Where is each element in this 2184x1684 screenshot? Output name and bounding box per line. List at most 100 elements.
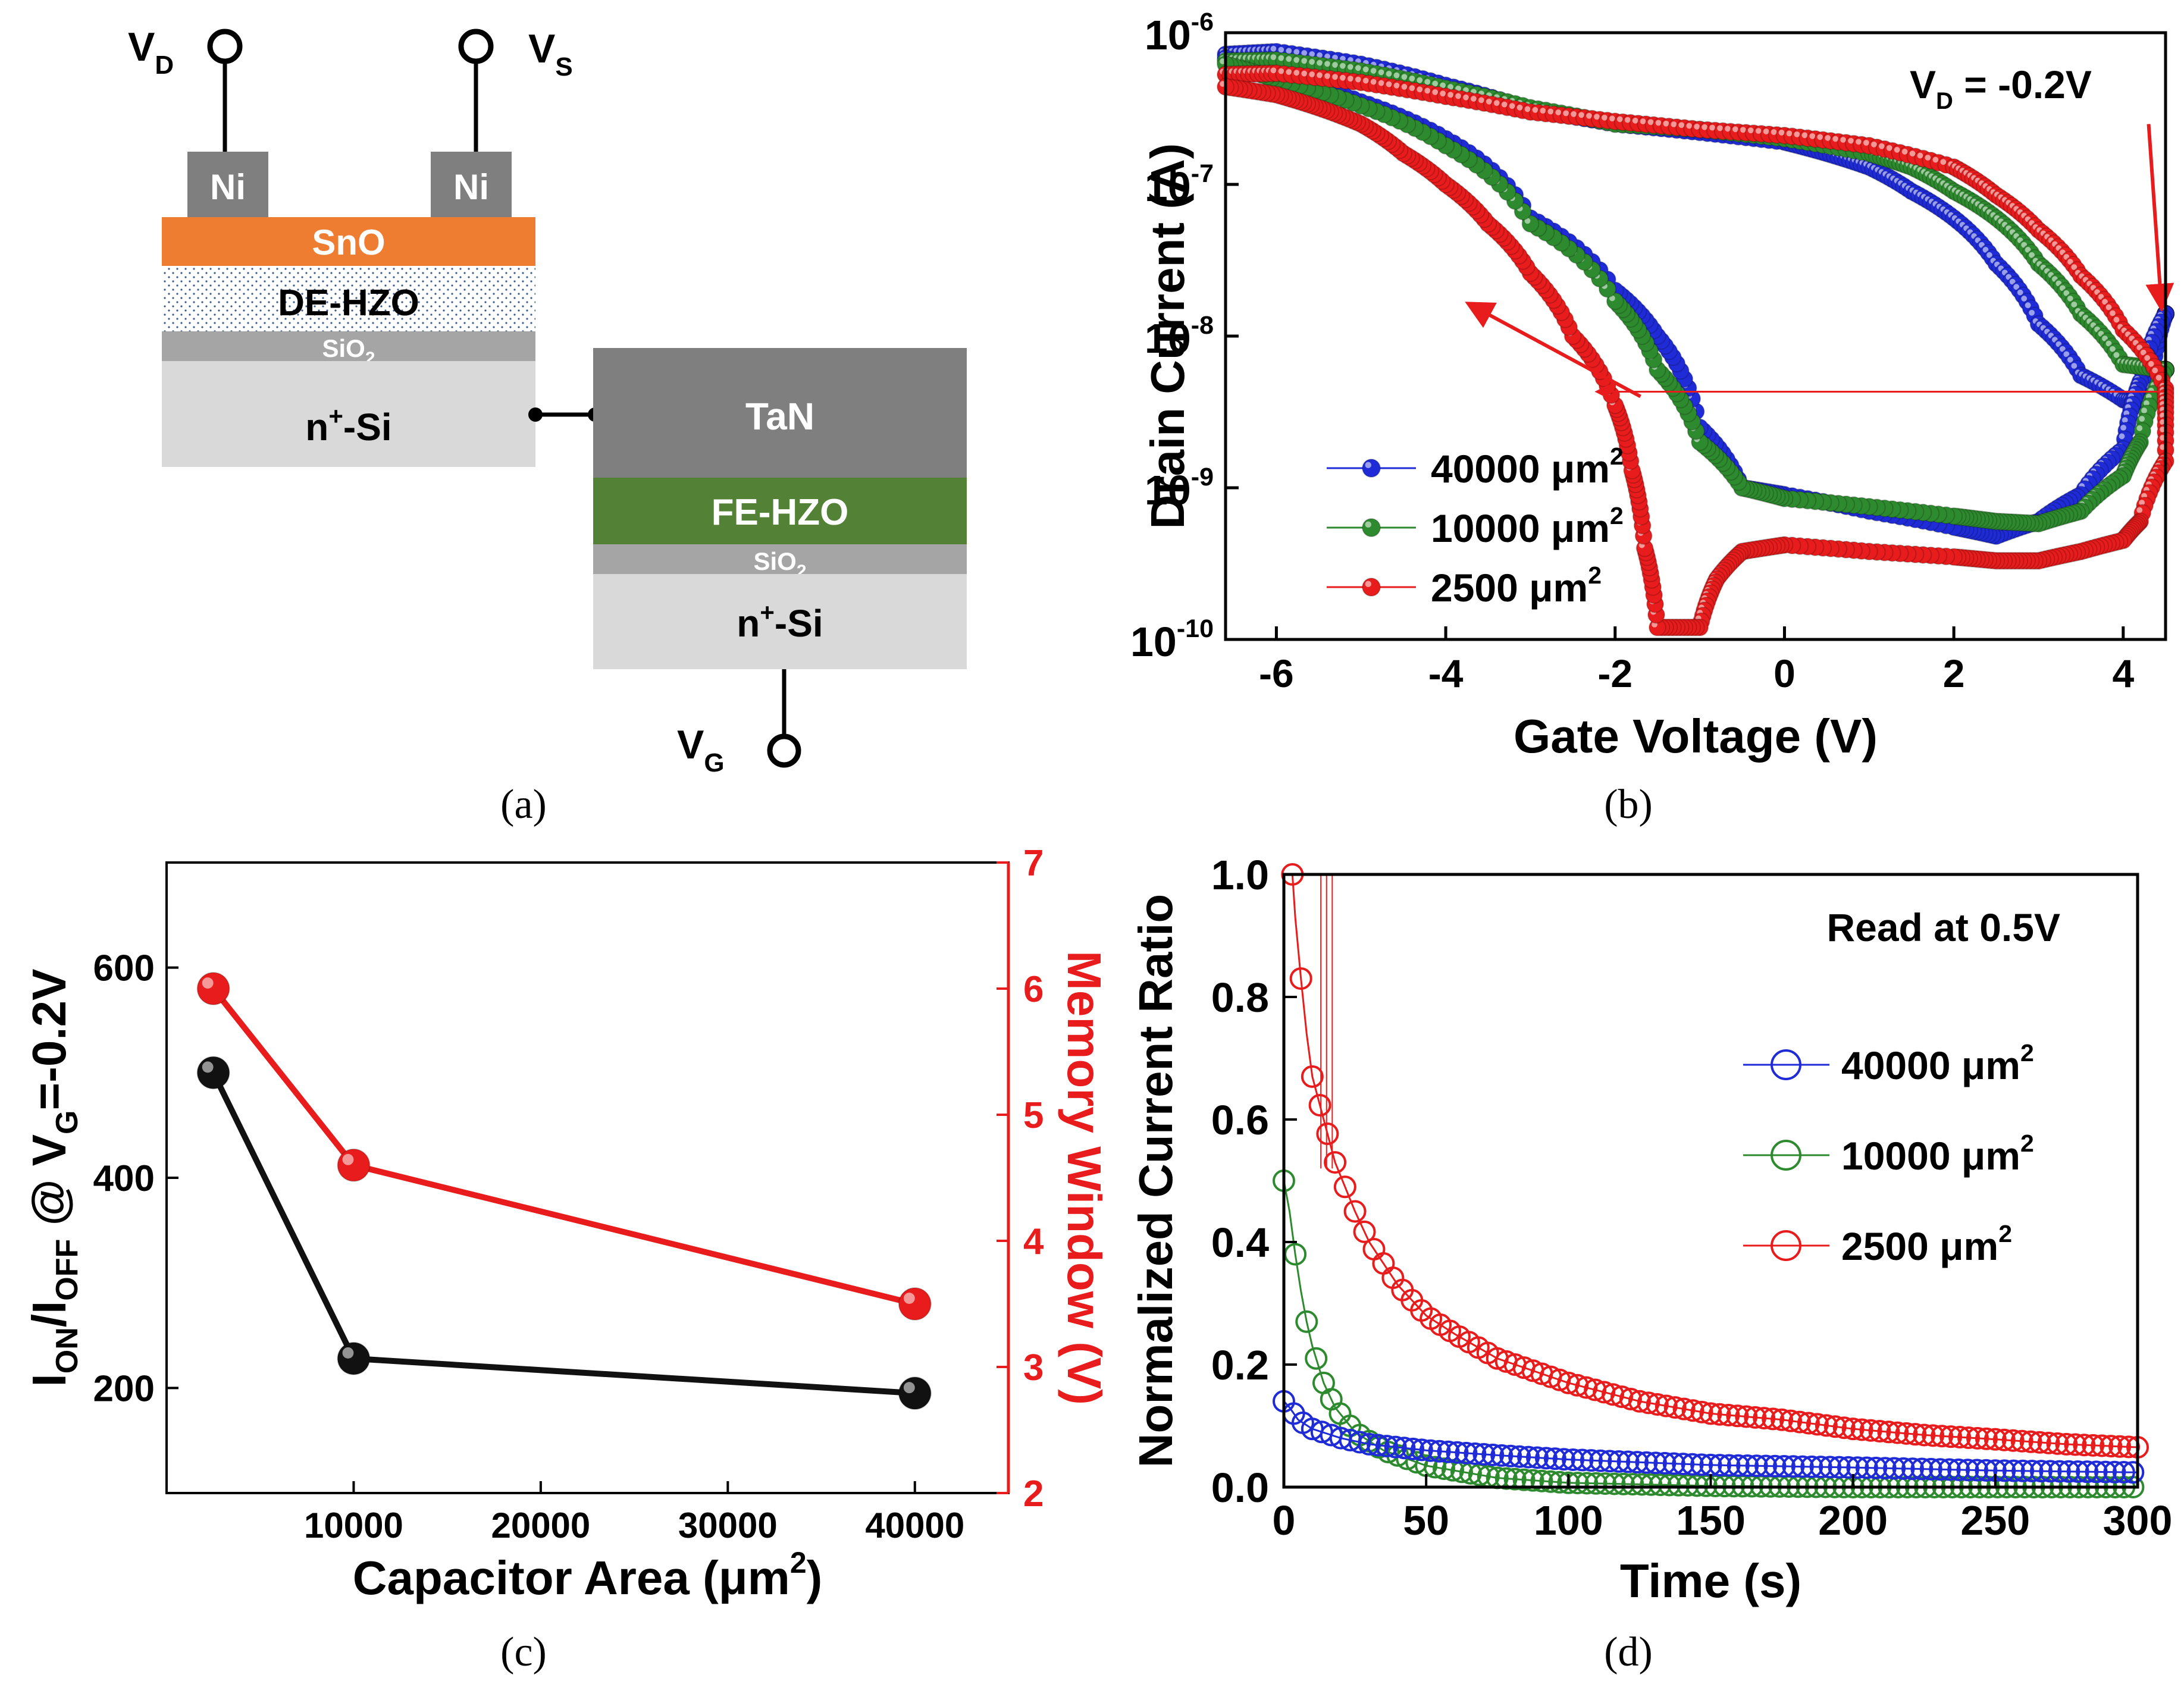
data-point	[1419, 1439, 1442, 1462]
data-point-highlight	[2105, 304, 2112, 311]
data-point	[1992, 1428, 2016, 1451]
series-ratio	[196, 1056, 932, 1410]
data-point-highlight	[2144, 400, 2149, 406]
data-point	[2064, 1433, 2087, 1456]
data-point-highlight	[1840, 137, 1846, 143]
gate-label: VG	[677, 722, 725, 777]
data-point	[1681, 1453, 1704, 1476]
data-point-highlight	[1440, 82, 1446, 89]
data-point	[1646, 1393, 1669, 1416]
data-point	[1384, 1435, 1407, 1459]
data-point	[2066, 1460, 2089, 1483]
data-point-highlight	[1286, 48, 1292, 54]
data-point-highlight	[2113, 352, 2120, 358]
data-point-highlight	[1278, 68, 1284, 74]
panel-b-transfer-curves: -6 -4 -2 0 2 4 10-10 10-9 10-8 10-7 10-6 Gate Volta…	[1130, 8, 2174, 763]
legend-label: 10000 μm2	[1431, 502, 1624, 550]
data-point	[1608, 1450, 1631, 1473]
data-point-highlight	[1324, 73, 1330, 79]
panel-c-ratio-vs-area: 10000 20000 30000 40000 200 400 600 2 3 4 5 6 7 Capac…	[23, 843, 1111, 1604]
data-point-highlight	[2025, 247, 2031, 253]
data-point	[1490, 1444, 1514, 1467]
data-point-highlight	[1894, 146, 1900, 153]
data-point	[1913, 1423, 1936, 1447]
data-point	[1580, 1449, 1603, 1472]
data-point-highlight	[1293, 57, 1300, 63]
data-point	[1892, 1457, 1915, 1480]
x-tick-label: -2	[1597, 651, 1632, 695]
data-point	[1353, 1220, 1376, 1243]
data-point	[898, 1376, 932, 1410]
data-point	[1517, 1445, 1540, 1469]
data-point-highlight	[1524, 106, 1531, 112]
x-tick-label: -4	[1428, 651, 1464, 695]
data-point	[2019, 1430, 2042, 1453]
data-point	[1562, 1448, 1585, 1471]
data-point	[1663, 1396, 1687, 1419]
data-point	[1993, 1459, 2016, 1482]
data-point-highlight	[2148, 360, 2154, 367]
data-point-highlight	[1763, 128, 1769, 134]
data-point	[1393, 1437, 1416, 1460]
data-point	[1621, 1473, 1644, 1496]
data-point	[1316, 1122, 1339, 1146]
legend-marker-highlight	[1365, 581, 1371, 587]
data-point-highlight	[2139, 500, 2145, 506]
data-point	[1571, 1448, 1594, 1472]
data-point	[1868, 1420, 1891, 1443]
data-point-highlight	[2155, 374, 2162, 381]
data-point-highlight	[1447, 84, 1454, 90]
data-point	[1295, 1310, 1318, 1333]
data-point-highlight	[1801, 132, 1808, 139]
data-point	[337, 1148, 371, 1182]
data-point	[1499, 1444, 1522, 1467]
data-point	[1358, 1432, 1381, 1456]
data-point	[1584, 1378, 1607, 1401]
data-point-highlight	[2139, 416, 2145, 422]
x-tick-label: 100	[1534, 1497, 1603, 1544]
x-axis-label: Gate Voltage (V)	[1514, 710, 1878, 763]
data-point	[1837, 1456, 1860, 1479]
data-point	[1539, 1470, 1562, 1493]
data-point	[1690, 1453, 1713, 1476]
data-point	[1410, 1438, 1433, 1462]
data-point-highlight	[1355, 65, 1361, 71]
data-point	[1610, 1385, 1634, 1409]
data-point	[1806, 1413, 1829, 1436]
legend-marker	[1771, 1140, 1801, 1171]
data-point-highlight	[1747, 127, 1754, 134]
plot-frame	[1282, 873, 2139, 1489]
data-point	[1301, 1065, 1324, 1088]
data-point	[1865, 1456, 1888, 1479]
data-point-highlight	[2136, 507, 2143, 513]
data-point-highlight	[1794, 131, 1800, 137]
data-point-highlight	[1301, 58, 1308, 64]
data-point-highlight	[1301, 70, 1308, 77]
data-point	[1557, 1371, 1580, 1394]
data-point	[1612, 1472, 1635, 1495]
data-point-highlight	[2071, 264, 2078, 270]
data-point-highlight	[1293, 49, 1300, 55]
data-point	[1859, 1419, 1882, 1442]
data-point	[1512, 1468, 1536, 1491]
data-point	[1771, 1408, 1794, 1431]
x-tick-label: 50	[1403, 1497, 1449, 1544]
data-point-highlight	[2063, 351, 2070, 358]
data-point-highlight	[202, 1061, 214, 1073]
data-point	[1603, 1472, 1626, 1495]
legend-marker-highlight	[1365, 462, 1371, 468]
data-point-highlight	[1925, 155, 1931, 161]
panel-d-retention: 0 50 100 150 200 250 300 0.0 0.2 0.4 0.6 0.8 1.0 Time…	[1129, 852, 2172, 1607]
data-point	[1965, 1459, 1988, 1482]
y-axis-label: ION/IOFF @ VG=-0.2V	[23, 969, 84, 1387]
series-line	[211, 986, 916, 1307]
data-point-highlight	[2063, 290, 2070, 296]
data-point-highlight	[1409, 85, 1415, 92]
legend-marker	[1362, 578, 1381, 597]
data-point-highlight	[2067, 356, 2073, 363]
data-point	[1333, 1175, 1356, 1199]
tan-label: TaN	[745, 395, 814, 438]
data-point	[1437, 1440, 1460, 1463]
data-point	[1308, 1093, 1331, 1117]
y-tick-label: 10-7	[1145, 159, 1214, 210]
